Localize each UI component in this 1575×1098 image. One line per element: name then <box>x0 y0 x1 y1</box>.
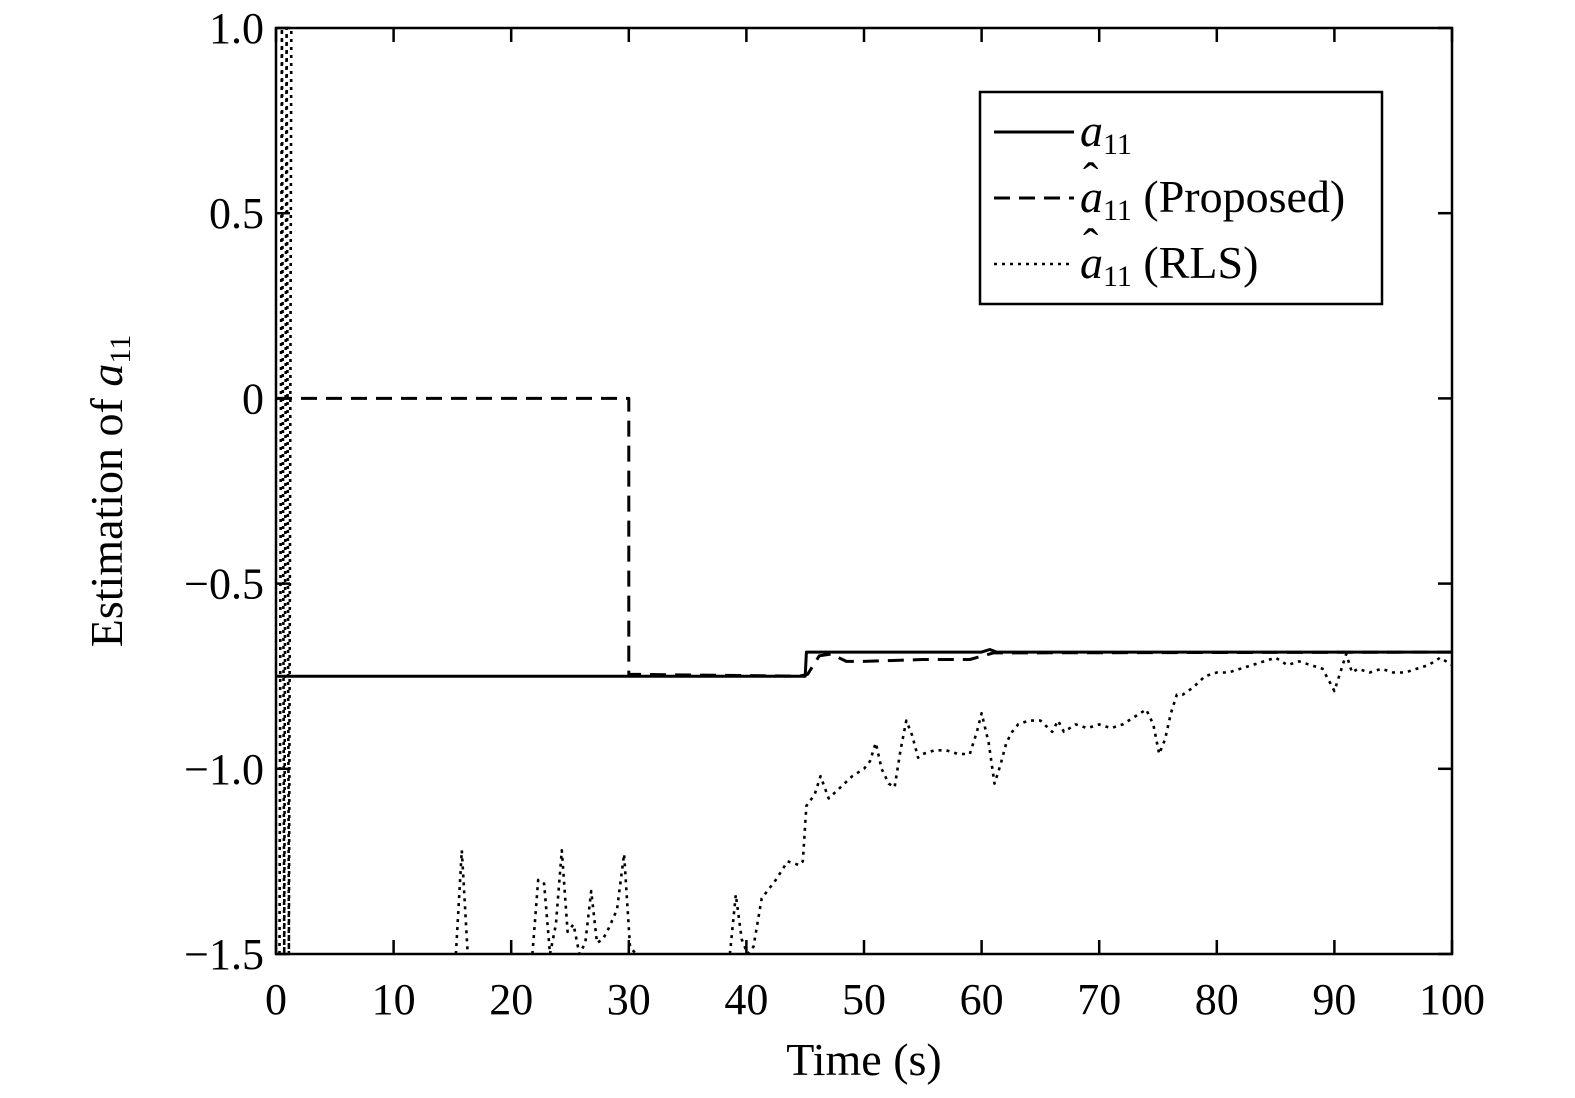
x-tick-label: 80 <box>1195 975 1239 1024</box>
legend-label-symbol: a <box>1080 171 1103 222</box>
legend-label-suffix: (RLS) <box>1132 237 1259 288</box>
legend-hat-mark: ˆ <box>1083 219 1098 270</box>
x-axis-label: Time (s) <box>786 1034 942 1085</box>
legend-label-subscript: 11 <box>1103 194 1132 227</box>
legend-hat-mark: ˆ <box>1083 153 1098 204</box>
x-tick-label: 20 <box>489 975 533 1024</box>
x-tick-label: 60 <box>960 975 1004 1024</box>
x-tick-label: 100 <box>1419 975 1485 1024</box>
x-tick-label: 0 <box>265 975 287 1024</box>
series-line-dotted-segment-1 <box>454 849 469 954</box>
legend-label: a11 <box>1080 105 1132 161</box>
legend-label: a11 (Proposed) <box>1080 171 1345 227</box>
series-line-dashed <box>276 396 1452 678</box>
ticks-layer <box>274 26 1454 956</box>
series-line-dotted-segment-2 <box>531 849 637 954</box>
x-tick-label: 30 <box>607 975 651 1024</box>
x-tick-label: 90 <box>1312 975 1356 1024</box>
legend-entry-dotted: a11 (RLS)ˆ <box>994 219 1258 293</box>
legend-label-subscript: 11 <box>1103 128 1132 161</box>
y-tick-label: −1.0 <box>184 745 264 794</box>
y-tick-label: 1.0 <box>209 4 264 53</box>
y-axis-label: Estimation of a11 <box>81 335 137 648</box>
series-layer <box>276 28 1452 954</box>
y-tick-label: 0.5 <box>209 189 264 238</box>
legend-entry-dashed: a11 (Proposed)ˆ <box>994 153 1345 227</box>
x-tick-label: 40 <box>724 975 768 1024</box>
x-tick-label: 10 <box>372 975 416 1024</box>
legend-label-symbol: a <box>1080 237 1103 288</box>
series-line-dotted-segment-0 <box>278 28 293 954</box>
series-line-dotted-segment-3 <box>728 652 1452 954</box>
x-tick-label: 50 <box>842 975 886 1024</box>
y-axis-label-symbol: a <box>81 364 132 387</box>
x-tick-label: 70 <box>1077 975 1121 1024</box>
legend-label-symbol: a <box>1080 105 1103 156</box>
y-axis-label-subscript: 11 <box>104 335 137 364</box>
legend-entry-solid: a11 <box>994 105 1132 161</box>
y-tick-label: 0 <box>242 374 264 423</box>
legend-label: a11 (RLS) <box>1080 237 1258 293</box>
legend-label-suffix: (Proposed) <box>1132 171 1345 222</box>
tick-labels-layer: 0 10 20 30 40 50 60 70 80 90 100 1.0 0.5 0 −0.5 −1.0 −1.… <box>184 4 1485 1024</box>
legend-label-subscript: 11 <box>1103 260 1132 293</box>
y-tick-label: −1.5 <box>184 930 264 979</box>
y-tick-label: −0.5 <box>184 560 264 609</box>
y-axis-label-prefix: Estimation of <box>81 387 132 648</box>
